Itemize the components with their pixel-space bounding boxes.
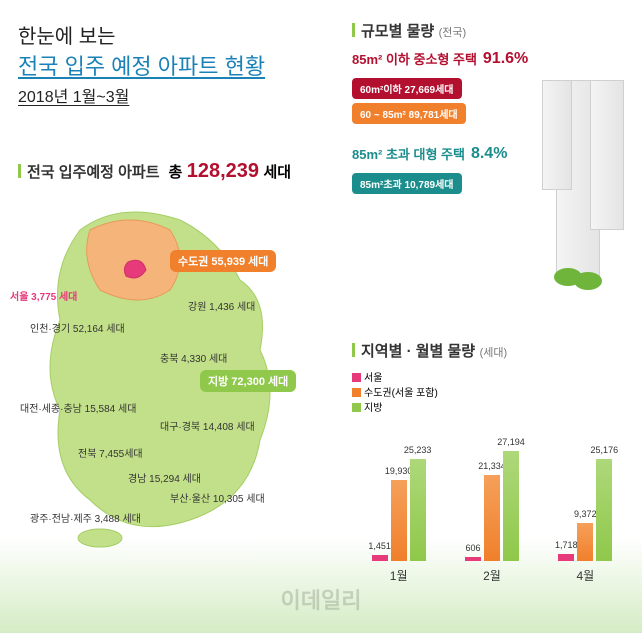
regional-pill: 지방 72,300 세대	[200, 370, 296, 392]
month-label: 1월	[390, 567, 408, 584]
legend-item: 서울	[352, 369, 382, 384]
chart-bar: 21,334	[484, 475, 500, 561]
bar-value: 1,451	[368, 541, 391, 551]
bush-icon	[574, 272, 602, 290]
month-column: 1,45119,93025,2331월	[359, 441, 439, 584]
scale-section: 규모별 물량 (전국) 85m² 이하 중소형 주택 91.6% 60m²이하 …	[352, 20, 632, 196]
bar-value: 1,718	[555, 540, 578, 550]
legend-swatch	[352, 403, 361, 412]
month-label: 4월	[576, 567, 594, 584]
region-label: 대전·세종·충남 15,584 세대	[20, 400, 136, 415]
bar-value: 606	[465, 543, 480, 553]
chart-bar: 9,372	[577, 523, 593, 561]
bar-group: 1,45119,93025,233	[372, 441, 426, 561]
chart-bar: 1,718	[558, 554, 574, 561]
bar-value: 27,194	[497, 437, 525, 447]
watermark: 이데일리	[281, 583, 362, 615]
scale-bar-2: 60 ~ 85m² 89,781세대	[352, 103, 466, 124]
month-label: 2월	[483, 567, 501, 584]
monthly-unit: (세대)	[480, 347, 508, 359]
total-value: 128,239	[187, 160, 259, 182]
month-column: 1,7189,37225,1764월	[545, 441, 625, 584]
region-label: 경남 15,294 세대	[128, 470, 201, 485]
chart-bar: 25,233	[410, 459, 426, 561]
chart-bar: 19,930	[391, 480, 407, 561]
seoul-pill: 서울 3,775 세대	[10, 288, 77, 303]
bar-group: 60621,33427,194	[465, 441, 519, 561]
monthly-title: 지역별 · 월별 물량	[352, 343, 475, 360]
bar-value: 21,334	[478, 461, 506, 471]
total-unit: 세대	[263, 164, 291, 181]
legend-swatch	[352, 388, 361, 397]
bar-value: 19,930	[385, 466, 413, 476]
legend-swatch	[352, 373, 361, 382]
bar-group: 1,7189,37225,176	[558, 441, 612, 561]
monthly-section: 지역별 · 월별 물량 (세대) 서울수도권(서울 포함)지방 1,45119,…	[352, 340, 632, 584]
monthly-legend: 서울수도권(서울 포함)지방	[352, 369, 632, 414]
total-title: 전국 입주예정 아파트	[18, 164, 160, 181]
map-jeju	[78, 529, 122, 547]
region-label: 강원 1,436 세대	[188, 298, 255, 313]
scale-title: 규모별 물량	[352, 23, 434, 40]
total-prefix: 총	[168, 164, 182, 181]
bar-value: 25,233	[404, 445, 432, 455]
scale-large-pct: 8.4%	[471, 145, 507, 163]
scale-small-pct: 91.6%	[483, 50, 528, 68]
region-label: 대구·경북 14,408 세대	[160, 418, 255, 433]
total-section: 전국 입주예정 아파트 총 128,239 세대	[18, 160, 291, 183]
legend-item: 지방	[352, 399, 382, 414]
chart-bar: 606	[465, 557, 481, 561]
scale-small-label: 85m² 이하 중소형 주택	[352, 49, 477, 68]
monthly-chart: 1,45119,93025,2331월60621,33427,1942월1,71…	[352, 434, 632, 584]
scale-large-label: 85m² 초과 대형 주택	[352, 144, 465, 163]
month-column: 60621,33427,1942월	[452, 441, 532, 584]
scale-scope: (전국)	[439, 27, 467, 39]
region-label: 충북 4,330 세대	[160, 350, 227, 365]
scale-bar-3: 85m²초과 10,789세대	[352, 173, 462, 194]
chart-bar: 25,176	[596, 459, 612, 561]
region-label: 전북 7,455세대	[78, 445, 143, 460]
legend-item: 수도권(서울 포함)	[352, 384, 438, 399]
bar-value: 9,372	[574, 509, 597, 519]
metro-pill: 수도권 55,939 세대	[170, 250, 276, 272]
scale-bar-1: 60m²이하 27,669세대	[352, 78, 462, 99]
region-label: 광주·전남·제주 3,488 세대	[30, 510, 141, 525]
bar-value: 25,176	[591, 445, 619, 455]
region-label: 인천·경기 52,164 세대	[30, 320, 125, 335]
chart-bar: 1,451	[372, 555, 388, 561]
korea-map: 수도권 55,939 세대 지방 72,300 세대 서울 3,775 세대 인…	[10, 190, 330, 550]
chart-bar: 27,194	[503, 451, 519, 561]
region-label: 부산·울산 10,305 세대	[170, 490, 265, 505]
